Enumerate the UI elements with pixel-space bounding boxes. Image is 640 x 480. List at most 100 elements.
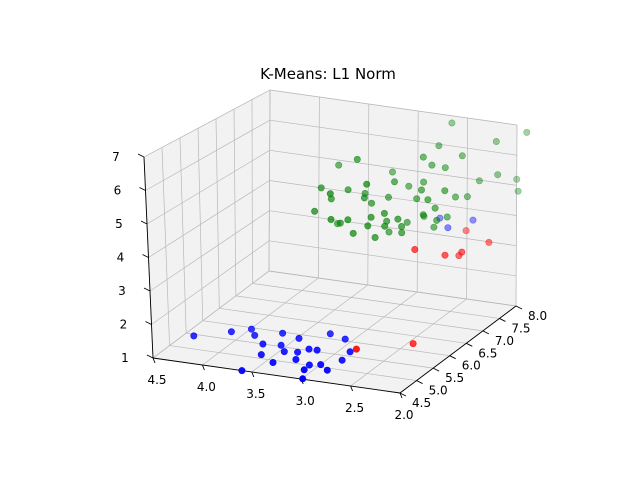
grid-line-z xyxy=(151,240,270,325)
y-tick-mark xyxy=(416,380,423,384)
y-axis-line xyxy=(399,305,517,394)
chart-title: K-Means: L1 Norm xyxy=(260,65,396,83)
scatter-point xyxy=(317,184,325,192)
scatter-point xyxy=(403,218,411,226)
scatter-point xyxy=(227,328,235,336)
scatter-point xyxy=(441,187,449,195)
scatter-point xyxy=(435,142,443,150)
z-tick-label: 4 xyxy=(117,251,125,265)
scatter-point xyxy=(398,229,406,237)
scatter-point xyxy=(327,216,335,224)
grid-line-z xyxy=(269,240,517,277)
x-tick-mark xyxy=(399,392,403,399)
scatter-point xyxy=(238,367,246,375)
scatter-point xyxy=(384,193,392,201)
x-tick-mark xyxy=(201,364,205,371)
z-tick-label: 6 xyxy=(114,184,122,198)
scatter-point xyxy=(299,375,307,383)
scatter-point xyxy=(335,161,343,169)
scatter-point xyxy=(292,355,300,363)
grid-line-y xyxy=(219,307,467,344)
x-tick-label: 3.0 xyxy=(296,394,315,408)
y-tick-mark xyxy=(466,342,473,347)
scatter-point xyxy=(363,180,371,188)
scatter-point xyxy=(413,195,421,203)
z-tick-mark xyxy=(145,321,152,325)
scatter-point xyxy=(451,193,459,201)
scatter-point xyxy=(405,182,413,190)
scatter-point xyxy=(311,207,319,215)
scatter-point xyxy=(458,152,466,160)
z-tick-mark xyxy=(139,187,146,191)
y-tick-mark xyxy=(499,318,506,322)
scatter-point xyxy=(336,219,344,227)
scatter-point xyxy=(259,340,267,348)
y-tick-label: 6.5 xyxy=(478,346,497,360)
scatter-point xyxy=(349,229,357,237)
scatter-point xyxy=(424,196,432,204)
data-points xyxy=(190,119,531,383)
scatter-point xyxy=(390,178,398,186)
scatter-point xyxy=(469,216,477,224)
scatter-point xyxy=(300,366,308,374)
scatter-point xyxy=(492,138,500,146)
scatter-point xyxy=(353,155,361,163)
y-tick-mark xyxy=(432,367,440,372)
z-tick-mark xyxy=(142,254,149,258)
z-tick-mark xyxy=(143,287,151,292)
grid-line-z xyxy=(269,89,518,126)
scatter-point xyxy=(463,193,471,201)
scatter-point xyxy=(251,331,259,339)
scatter-point xyxy=(346,348,354,356)
grid-line-z xyxy=(269,180,517,216)
grid-line-z xyxy=(145,119,271,191)
scatter-point xyxy=(448,119,456,127)
scatter-point xyxy=(441,251,449,259)
x-tick-label: 4.5 xyxy=(147,373,166,387)
scatter-point xyxy=(341,335,349,343)
y-tick-mark xyxy=(482,330,490,335)
grid-line-x xyxy=(202,277,319,366)
scatter-point xyxy=(371,234,379,242)
grid-line-z xyxy=(152,270,270,359)
scatter-point xyxy=(394,215,402,223)
scatter-point xyxy=(323,366,331,374)
scatter-point xyxy=(367,213,375,221)
scatter-point xyxy=(433,216,441,224)
scatter-point xyxy=(344,216,352,224)
scatter-point xyxy=(368,199,376,207)
x-tick-label: 4.0 xyxy=(197,380,216,394)
y-tick-label: 4.5 xyxy=(412,396,431,410)
y-tick-label: 8.0 xyxy=(528,309,547,323)
scatter-point xyxy=(294,348,302,356)
scatter-point xyxy=(431,204,439,212)
scatter-point xyxy=(419,153,427,161)
scatter-point xyxy=(364,222,372,230)
scatter-point xyxy=(523,128,531,136)
x-tick-label: 2.0 xyxy=(394,408,413,422)
scatter-point xyxy=(444,224,452,232)
grid-line-y xyxy=(235,295,483,332)
scatter-point xyxy=(428,161,436,169)
grid-line-z xyxy=(269,210,517,247)
scatter-point xyxy=(326,330,334,338)
grid-line-z xyxy=(268,270,517,307)
x-tick-mark xyxy=(152,357,156,364)
scatter-point xyxy=(269,358,277,366)
scatter-point xyxy=(380,209,388,217)
grid-line-y xyxy=(252,283,500,319)
y-tick-label: 5.5 xyxy=(445,371,464,385)
scatter-point xyxy=(305,361,313,369)
z-tick-mark xyxy=(146,354,154,359)
z-tick-label: 2 xyxy=(120,318,128,332)
y-tick-label: 7.0 xyxy=(495,334,514,348)
grid-line-z xyxy=(149,210,270,292)
x-tick-mark xyxy=(350,385,354,392)
z-tick-label: 3 xyxy=(118,284,126,298)
y-tick-label: 5.0 xyxy=(429,384,448,398)
grid-line-y xyxy=(169,345,417,381)
scatter-point xyxy=(344,186,352,194)
scatter-point xyxy=(381,222,389,230)
